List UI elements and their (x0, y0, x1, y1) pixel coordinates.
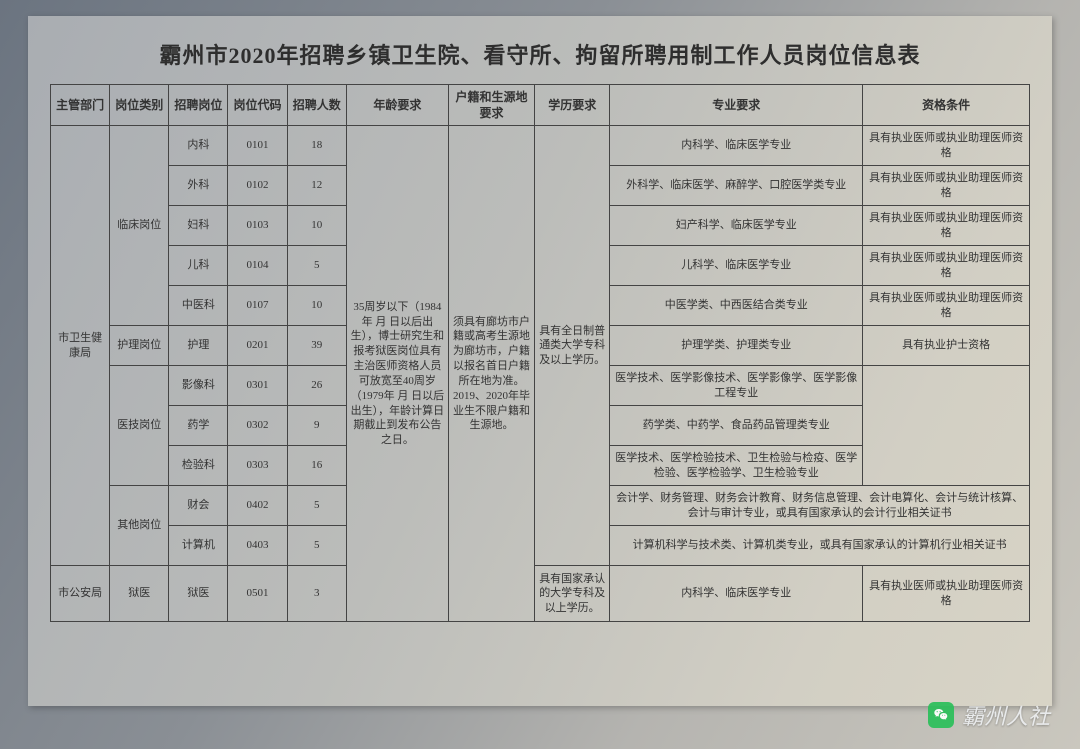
cell-post: 影像科 (169, 366, 228, 406)
cell-qual: 具有执业护士资格 (863, 326, 1030, 366)
th-edu: 学历要求 (535, 85, 610, 126)
cell-major: 护理学类、护理类专业 (610, 326, 863, 366)
cell-qual: 具有执业医师或执业助理医师资格 (863, 566, 1030, 622)
cell-post: 儿科 (169, 246, 228, 286)
cell-num: 18 (287, 126, 346, 166)
cell-major: 计算机科学与技术类、计算机类专业，或具有国家承认的计算机行业相关证书 (610, 526, 1030, 566)
cell-dept: 市卫生健康局 (51, 126, 110, 566)
positions-table: 主管部门 岗位类别 招聘岗位 岗位代码 招聘人数 年龄要求 户籍和生源地要求 学… (50, 84, 1030, 622)
watermark-text: 霸州人社 (962, 699, 1050, 731)
document-sheet: 霸州市2020年招聘乡镇卫生院、看守所、拘留所聘用制工作人员岗位信息表 主管部门… (28, 16, 1052, 706)
cell-qual (863, 366, 1030, 486)
cell-post: 计算机 (169, 526, 228, 566)
cell-code: 0303 (228, 446, 287, 486)
cell-category: 医技岗位 (110, 366, 169, 486)
cell-qual: 具有执业医师或执业助理医师资格 (863, 286, 1030, 326)
th-num: 招聘人数 (287, 85, 346, 126)
cell-post: 护理 (169, 326, 228, 366)
cell-edu: 具有国家承认的大学专科及以上学历。 (535, 566, 610, 622)
cell-edu: 具有全日制普通类大学专科及以上学历。 (535, 126, 610, 566)
cell-major: 儿科学、临床医学专业 (610, 246, 863, 286)
cell-category: 其他岗位 (110, 486, 169, 566)
cell-major: 医学技术、医学影像技术、医学影像学、医学影像工程专业 (610, 366, 863, 406)
cell-code: 0402 (228, 486, 287, 526)
th-dept: 主管部门 (51, 85, 110, 126)
cell-code: 0302 (228, 406, 287, 446)
cell-major: 中医学类、中西医结合类专业 (610, 286, 863, 326)
th-post: 招聘岗位 (169, 85, 228, 126)
cell-code: 0104 (228, 246, 287, 286)
table-row: 市卫生健康局 临床岗位 内科 0101 18 35周岁以下（1984年 月 日以… (51, 126, 1030, 166)
cell-major: 医学技术、医学检验技术、卫生检验与检疫、医学检验、医学检验学、卫生检验专业 (610, 446, 863, 486)
cell-qual: 具有执业医师或执业助理医师资格 (863, 246, 1030, 286)
cell-code: 0101 (228, 126, 287, 166)
cell-code: 0107 (228, 286, 287, 326)
table-header-row: 主管部门 岗位类别 招聘岗位 岗位代码 招聘人数 年龄要求 户籍和生源地要求 学… (51, 85, 1030, 126)
cell-num: 10 (287, 206, 346, 246)
table-row: 市公安局 狱医 狱医 0501 3 具有国家承认的大学专科及以上学历。 内科学、… (51, 566, 1030, 622)
cell-qual: 具有执业医师或执业助理医师资格 (863, 206, 1030, 246)
cell-post: 中医科 (169, 286, 228, 326)
cell-num: 5 (287, 526, 346, 566)
page-title: 霸州市2020年招聘乡镇卫生院、看守所、拘留所聘用制工作人员岗位信息表 (28, 16, 1052, 84)
cell-num: 10 (287, 286, 346, 326)
cell-post: 妇科 (169, 206, 228, 246)
cell-code: 0102 (228, 166, 287, 206)
cell-dept: 市公安局 (51, 566, 110, 622)
cell-num: 5 (287, 246, 346, 286)
cell-num: 39 (287, 326, 346, 366)
cell-category: 护理岗位 (110, 326, 169, 366)
cell-post: 外科 (169, 166, 228, 206)
cell-num: 16 (287, 446, 346, 486)
cell-num: 3 (287, 566, 346, 622)
cell-num: 12 (287, 166, 346, 206)
cell-num: 9 (287, 406, 346, 446)
cell-qual: 具有执业医师或执业助理医师资格 (863, 126, 1030, 166)
th-qual: 资格条件 (863, 85, 1030, 126)
cell-code: 0301 (228, 366, 287, 406)
cell-post: 内科 (169, 126, 228, 166)
cell-age: 35周岁以下（1984年 月 日以后出生），博士研究生和报考狱医岗位具有主治医师… (346, 126, 448, 622)
wechat-icon (928, 702, 954, 728)
cell-code: 0201 (228, 326, 287, 366)
cell-major: 内科学、临床医学专业 (610, 566, 863, 622)
th-category: 岗位类别 (110, 85, 169, 126)
th-code: 岗位代码 (228, 85, 287, 126)
cell-major: 药学类、中药学、食品药品管理类专业 (610, 406, 863, 446)
cell-major: 妇产科学、临床医学专业 (610, 206, 863, 246)
cell-major: 外科学、临床医学、麻醉学、口腔医学类专业 (610, 166, 863, 206)
cell-post: 药学 (169, 406, 228, 446)
cell-code: 0501 (228, 566, 287, 622)
cell-category: 临床岗位 (110, 126, 169, 326)
cell-category: 狱医 (110, 566, 169, 622)
cell-qual: 具有执业医师或执业助理医师资格 (863, 166, 1030, 206)
cell-num: 26 (287, 366, 346, 406)
cell-num: 5 (287, 486, 346, 526)
cell-post: 检验科 (169, 446, 228, 486)
cell-code: 0403 (228, 526, 287, 566)
cell-major: 内科学、临床医学专业 (610, 126, 863, 166)
th-major: 专业要求 (610, 85, 863, 126)
wechat-watermark: 霸州人社 (928, 699, 1050, 731)
cell-major: 会计学、财务管理、财务会计教育、财务信息管理、会计电算化、会计与统计核算、会计与… (610, 486, 1030, 526)
cell-code: 0103 (228, 206, 287, 246)
cell-huji: 须具有廊坊市户籍或高考生源地为廊坊市，户籍以报名首日户籍所在地为准。2019、2… (448, 126, 534, 622)
th-age: 年龄要求 (346, 85, 448, 126)
th-huji: 户籍和生源地要求 (448, 85, 534, 126)
cell-post: 财会 (169, 486, 228, 526)
cell-post: 狱医 (169, 566, 228, 622)
